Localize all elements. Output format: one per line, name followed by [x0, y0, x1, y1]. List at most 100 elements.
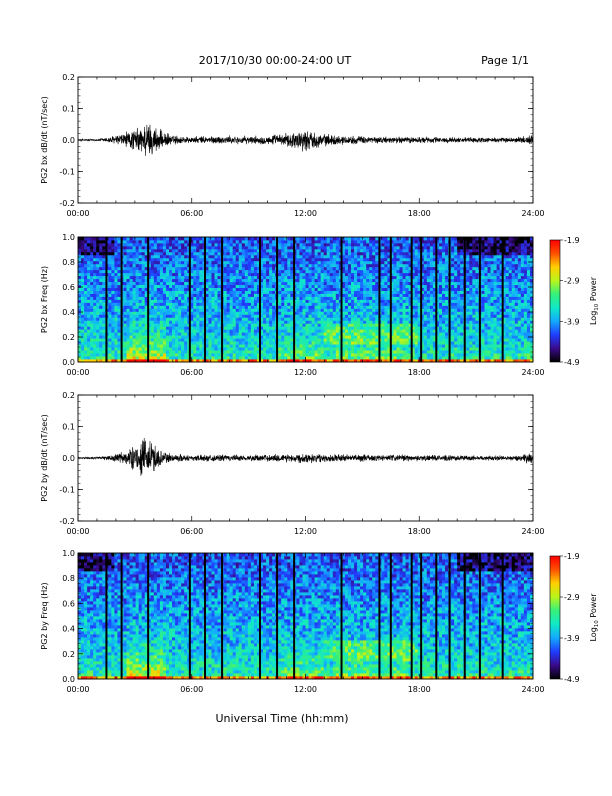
spectrogram-cell [327, 267, 330, 270]
spectrogram-cell [81, 305, 84, 308]
spectrogram-cell [117, 356, 120, 359]
spectrogram-cell [178, 320, 181, 323]
spectrogram-cell [309, 279, 312, 282]
spectrogram-cell [184, 264, 187, 267]
spectrogram-cell [299, 270, 302, 273]
spectrogram-cell [199, 344, 202, 347]
spectrogram-cell [87, 267, 90, 270]
spectrogram-cell [381, 320, 384, 323]
spectrogram-cell [239, 294, 242, 297]
spectrogram-cell [263, 317, 266, 320]
spectrogram-cell [151, 252, 154, 255]
spectrogram-cell [354, 276, 357, 279]
spectrogram-cell [381, 305, 384, 308]
spectrogram-cell [366, 302, 369, 305]
spectrogram-cell [233, 335, 236, 338]
spectrogram-cell [345, 314, 348, 317]
spectrogram-cell [142, 282, 145, 285]
spectrogram-cell [330, 294, 333, 297]
spectrogram-cell [99, 326, 102, 329]
spectrogram-cell [312, 320, 315, 323]
spectrogram-cell [117, 329, 120, 332]
spectrogram-cell [348, 282, 351, 285]
spectrogram-cell [424, 314, 427, 317]
spectrogram-cell [111, 341, 114, 344]
spectrogram-cell [363, 302, 366, 305]
spectrogram-cell [372, 320, 375, 323]
spectrogram-cell [415, 344, 418, 347]
spectrogram-cell [384, 267, 387, 270]
spectrogram-cell [360, 347, 363, 350]
spectrogram-cell [218, 255, 221, 258]
spectrogram-cell [211, 335, 214, 338]
spectrogram-cell [169, 291, 172, 294]
spectrogram-cell [424, 326, 427, 329]
spectrogram-cell [90, 276, 93, 279]
spectrogram-cell [251, 297, 254, 300]
spectrogram-cell [117, 332, 120, 335]
spectrogram-cell [196, 350, 199, 353]
spectrogram-cell [266, 264, 269, 267]
spectrogram-cell [327, 300, 330, 303]
spectrogram-cell [117, 252, 120, 255]
spectrogram-cell [333, 288, 336, 291]
spectrogram-cell [166, 320, 169, 323]
spectrogram-cell [78, 288, 81, 291]
spectrogram-cell [375, 258, 378, 261]
spectrogram-cell [84, 347, 87, 350]
spectrogram-cell [278, 356, 281, 359]
spectrogram-cell [242, 320, 245, 323]
spectrogram-cell [327, 261, 330, 264]
spectrogram-cell [99, 353, 102, 356]
spectrogram-cell [84, 243, 87, 246]
spectrogram-cell [427, 261, 430, 264]
spectrogram-cell [84, 282, 87, 285]
spectrogram-cell [296, 261, 299, 264]
spectrogram-cell [193, 305, 196, 308]
spectrogram-cell [230, 356, 233, 359]
spectrogram-cell [345, 305, 348, 308]
spectrogram-cell [254, 249, 257, 252]
spectrogram-cell [309, 305, 312, 308]
spectrogram-cell [114, 341, 117, 344]
spectrogram-cell [400, 249, 403, 252]
spectrogram-cell [263, 279, 266, 282]
spectrogram-cell [254, 246, 257, 249]
spectrogram-cell [397, 300, 400, 303]
spectrogram-cell [114, 282, 117, 285]
spectrogram-cell [351, 356, 354, 359]
spectrogram-cell [278, 317, 281, 320]
spectrogram-cell [114, 243, 117, 246]
spectrogram-cell [224, 344, 227, 347]
spectrogram-cell [403, 320, 406, 323]
spectrogram-cell [124, 356, 127, 359]
spectrogram-cell [336, 237, 339, 240]
spectrogram-cell [372, 252, 375, 255]
spectrogram-cell [287, 273, 290, 276]
spectrogram-cell [172, 261, 175, 264]
spectrogram-cell [154, 335, 157, 338]
spectrogram-cell [366, 243, 369, 246]
spectrogram-cell [239, 258, 242, 261]
spectrogram-cell [381, 326, 384, 329]
spectrogram-cell [127, 356, 130, 359]
spectrogram-cell [236, 258, 239, 261]
spectrogram-cell [269, 308, 272, 311]
spectrogram-cell [175, 252, 178, 255]
spectrogram-cell [287, 320, 290, 323]
spectrogram-cell [211, 246, 214, 249]
spectrogram-cell [124, 326, 127, 329]
spectrogram-cell [114, 240, 117, 243]
spectrogram-cell [93, 273, 96, 276]
spectrogram-cell [211, 240, 214, 243]
spectrogram-cell [117, 323, 120, 326]
spectrogram-cell [296, 326, 299, 329]
spectrogram-cell [230, 329, 233, 332]
spectrogram-cell [93, 320, 96, 323]
spectrogram-cell [427, 300, 430, 303]
spectrogram-cell [239, 273, 242, 276]
spectrogram-cell [263, 300, 266, 303]
spectrogram-cell [263, 323, 266, 326]
spectrogram-cell [333, 249, 336, 252]
spectrogram-cell [266, 273, 269, 276]
